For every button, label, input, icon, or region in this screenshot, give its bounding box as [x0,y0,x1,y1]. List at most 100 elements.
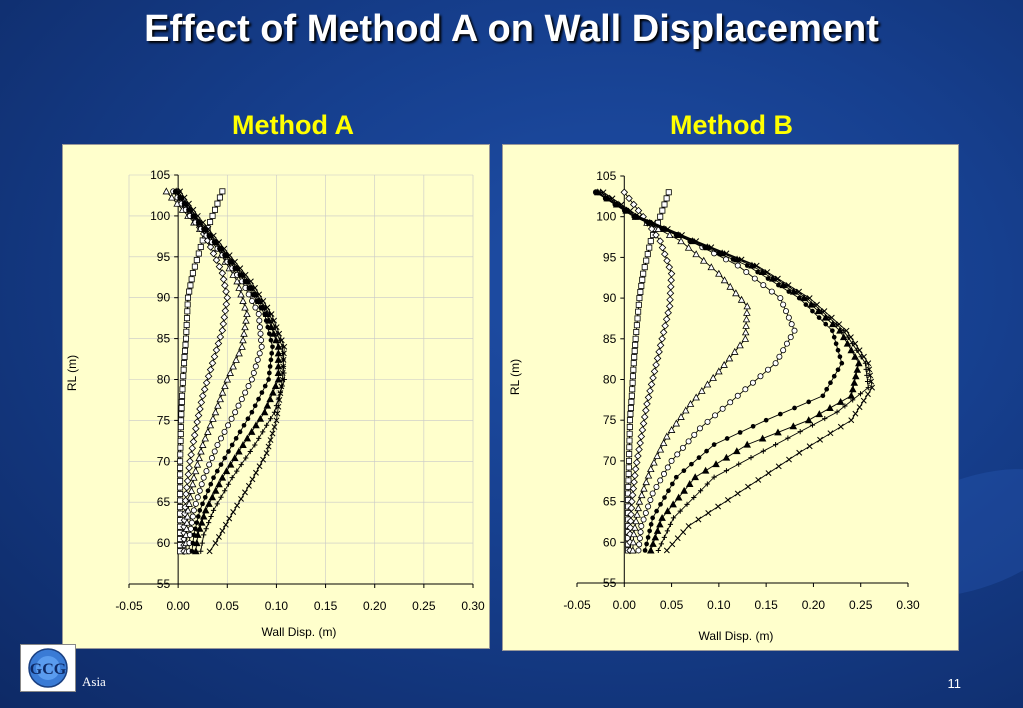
b-series-7-point [674,535,681,542]
b-ytick-label: 105 [596,169,616,183]
a-series-6-point [243,455,249,461]
b-series-0-point [630,366,637,373]
b-series-1-point [660,250,669,258]
b-series-2-point [632,517,640,525]
a-series-2-point [214,401,222,409]
b-series-4-point [816,315,822,320]
a-series-3-point [255,311,262,318]
b-series-5-point [847,346,856,354]
a-series-7-point [177,188,184,195]
b-series-0-point [629,386,636,393]
a-series-3-point [252,363,259,370]
a-series-4-point [205,488,211,494]
a-series-3-point [214,441,221,448]
b-series-1-point [667,282,675,291]
a-series-0-point [177,464,184,471]
a-series-7-point [280,363,287,370]
a-series-0 [177,188,226,555]
b-series-5-point [674,493,683,501]
a-series-7-point [226,252,233,259]
a-y-axis-label: RL (m) [65,355,79,391]
b-series-2-point [672,419,681,427]
b-series-1-point [646,387,654,395]
a-series-1-point [218,326,227,335]
b-series-7-point [837,423,844,430]
a-series-5-point [226,460,235,468]
a-series-1-point [212,256,221,264]
b-series-6-point [849,341,855,347]
b-series-2-point [667,426,676,433]
b-series-7-point [827,430,834,437]
a-series-3-point [208,455,215,462]
a-series-0-point [177,491,184,498]
b-series-3-point [742,386,749,393]
a-series-7-point [279,376,286,383]
a-series-1-point [186,457,194,466]
a-series-3-point [188,519,195,526]
b-series-2-point [677,413,685,420]
b-series-1-point [652,361,660,369]
a-series-4-point [268,357,274,363]
footer-text: Asia [82,674,106,689]
b-xtick-label: -0.05 [563,598,591,612]
a-series-0-point [177,437,184,444]
a-ytick-label: 55 [157,577,171,591]
b-series-7-point [764,269,771,276]
b-series-1-point [665,263,674,271]
b-series-5-point [774,428,782,436]
a-series-3-point [206,461,213,468]
a-series-2-point [243,310,251,318]
b-series-6-point [863,366,869,372]
a-series-7-point [222,521,229,528]
a-series-2-point [184,506,192,514]
a-series-0-point [177,431,184,438]
a-series-5-point [197,518,206,526]
b-series-5-line [597,191,860,551]
b-ytick-label: 95 [603,250,617,264]
a-series-7-point [226,515,233,522]
b-series-1-point [647,225,656,233]
b-series-1-point [638,426,647,434]
b-series-4-point [803,302,809,307]
b-series-5-point [651,533,660,541]
b-series-2 [596,188,752,554]
b-series-3-point [780,301,787,308]
b-series-3-point [704,418,711,425]
a-series-7-point [242,271,249,278]
a-series-7-point [231,258,238,265]
chart-method-b: 55 60 65 70 75 80 85 90 95 100 105 -0.05 0.00 0.05 0.1… [508,169,920,643]
a-series-2-point [188,480,197,488]
b-series-2-point [707,263,716,271]
b-series-7-point [852,340,859,347]
b-series-7-point [860,353,867,360]
b-series-0-point [638,282,645,289]
b-series-0-point [635,308,642,315]
a-series-5-point [211,486,220,494]
a-series-5-point [271,382,280,390]
b-series-7-point [796,449,803,456]
b-series-2-point [741,334,750,342]
a-series-0-point [181,360,188,367]
a-series-0-point [219,188,226,195]
b-series-3-point [788,321,795,328]
b-series-3-point [734,392,741,399]
a-series-2-point [187,486,196,494]
b-series-7-point [680,529,687,536]
b-series-2-point [637,491,646,499]
b-series-6-point [658,541,664,547]
b-series-5-point [850,378,859,386]
b-series-1-point [642,406,650,415]
a-series-4-point [262,383,268,389]
b-series-0-point [627,411,634,418]
a-series-1-point [187,450,195,459]
b-series-6-point [797,428,803,435]
b-series-0-point [633,322,640,329]
b-series-2-point [726,282,734,290]
b-series-5-point [743,440,752,448]
b-series-6-point [865,385,871,391]
b-series-7-point [785,282,792,289]
a-series-2-point [198,441,207,448]
a-series-0-point [184,294,191,301]
b-series-4-point [765,276,771,281]
b-series-7-point [708,244,715,251]
